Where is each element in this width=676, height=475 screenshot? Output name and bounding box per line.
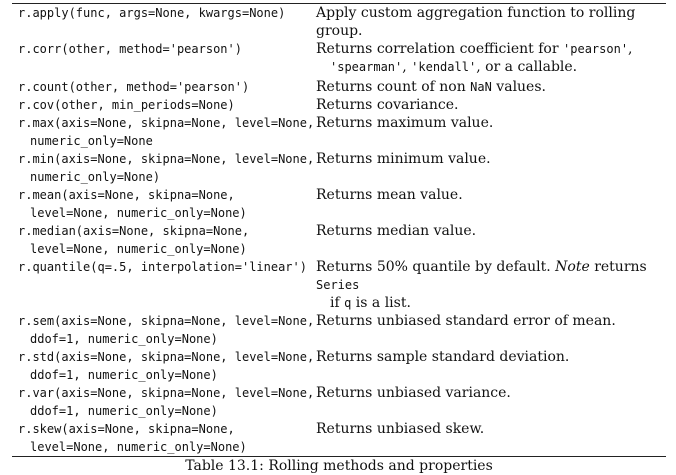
method-description: Returns unbiased skew. — [316, 420, 666, 456]
text-segment: values. — [491, 79, 546, 95]
signature-line: r.cov(other, min_periods=None) — [18, 98, 235, 112]
inline-code: 'spearman' — [330, 60, 403, 74]
table-row: r.skew(axis=None, skipna=None, level=None… — [12, 420, 666, 456]
method-signature: r.mean(axis=None, skipna=None, level=None… — [12, 186, 316, 222]
table-row: r.min(axis=None, skipna=None, level=None… — [12, 150, 666, 186]
table-row: r.apply(func, args=None, kwargs=None) App… — [12, 4, 666, 40]
method-description: Returns count of non NaN values. — [316, 78, 666, 96]
text-segment: , — [628, 41, 633, 57]
method-signature: r.min(axis=None, skipna=None, level=None… — [12, 150, 316, 186]
method-description: Returns mean value. — [316, 186, 666, 222]
signature-line: ddof=1, numeric_only=None) — [30, 368, 218, 382]
signature-line: ddof=1, numeric_only=None) — [30, 404, 218, 418]
text-segment: Returns correlation coefficient for — [316, 41, 564, 57]
signature-line: r.corr(other, method='pearson') — [18, 42, 242, 56]
text-segment: , — [402, 59, 412, 75]
inline-code: 'kendall' — [411, 60, 477, 74]
method-signature: r.apply(func, args=None, kwargs=None) — [12, 4, 316, 40]
description-line: Returns unbiased skew. — [316, 421, 485, 437]
table-body: r.apply(func, args=None, kwargs=None) App… — [12, 4, 666, 456]
method-description: Returns sample standard deviation. — [316, 348, 666, 384]
description-line: Returns 50% quantile by default. Note re… — [316, 258, 666, 294]
signature-line: r.max(axis=None, skipna=None, level=None… — [18, 116, 315, 130]
description-line: Returns unbiased variance. — [316, 385, 511, 401]
method-description: Returns median value. — [316, 222, 666, 258]
signature-line: r.apply(func, args=None, kwargs=None) — [18, 6, 286, 20]
inline-code: Series — [316, 278, 360, 292]
method-signature: r.corr(other, method='pearson') — [12, 40, 316, 76]
signature-line: r.std(axis=None, skipna=None, level=None… — [18, 350, 315, 364]
signature-line: r.mean(axis=None, skipna=None, — [18, 188, 235, 202]
table-row: r.corr(other, method='pearson') Returns c… — [12, 40, 666, 76]
description-line: Apply custom aggregation function to rol… — [316, 5, 636, 39]
method-description: Returns minimum value. — [316, 150, 666, 186]
description-line: Returns sample standard deviation. — [316, 349, 570, 365]
text-segment: returns — [589, 259, 647, 275]
table-row: r.median(axis=None, skipna=None, level=No… — [12, 222, 666, 258]
signature-line: r.skew(axis=None, skipna=None, — [18, 422, 235, 436]
table-row: r.std(axis=None, skipna=None, level=None… — [12, 348, 666, 384]
inline-code: q — [344, 296, 352, 310]
signature-line: level=None, numeric_only=None) — [30, 242, 247, 256]
description-line: Returns mean value. — [316, 187, 463, 203]
method-signature: r.cov(other, min_periods=None) — [12, 96, 316, 114]
description-line: 'spearman', 'kendall', or a callable. — [316, 58, 666, 76]
inline-code: NaN — [470, 80, 492, 94]
signature-line: r.min(axis=None, skipna=None, level=None… — [18, 152, 315, 166]
table-row: r.mean(axis=None, skipna=None, level=None… — [12, 186, 666, 222]
method-description: Returns unbiased standard error of mean. — [316, 312, 666, 348]
method-signature: r.std(axis=None, skipna=None, level=None… — [12, 348, 316, 384]
method-description: Returns correlation coefficient for 'pea… — [316, 40, 666, 76]
method-signature: r.sem(axis=None, skipna=None, level=None… — [12, 312, 316, 348]
description-line: Returns maximum value. — [316, 115, 494, 131]
method-signature: r.var(axis=None, skipna=None, level=None… — [12, 384, 316, 420]
method-signature: r.skew(axis=None, skipna=None, level=None… — [12, 420, 316, 456]
table-caption: Table 13.1: Rolling methods and properti… — [185, 458, 493, 474]
text-segment: , or a callable. — [476, 59, 578, 75]
methods-table: r.apply(func, args=None, kwargs=None) App… — [12, 0, 666, 475]
signature-line: level=None, numeric_only=None) — [30, 206, 247, 220]
method-description: Returns unbiased variance. — [316, 384, 666, 420]
method-signature: r.quantile(q=.5, interpolation='linear') — [12, 258, 316, 312]
signature-line: r.sem(axis=None, skipna=None, level=None… — [18, 314, 315, 328]
table-row: r.quantile(q=.5, interpolation='linear')… — [12, 258, 666, 312]
method-description: Apply custom aggregation function to rol… — [316, 4, 666, 40]
method-description: Returns covariance. — [316, 96, 666, 114]
text-segment: Returns 50% quantile by default. — [316, 259, 556, 275]
signature-line: r.count(other, method='pearson') — [18, 80, 250, 94]
description-line: Returns median value. — [316, 223, 477, 239]
description-line: Returns correlation coefficient for 'pea… — [316, 40, 666, 58]
method-signature: r.count(other, method='pearson') — [12, 78, 316, 96]
text-segment: if — [330, 295, 345, 311]
method-description: Returns 50% quantile by default. Note re… — [316, 258, 666, 312]
method-signature: r.max(axis=None, skipna=None, level=None… — [12, 114, 316, 150]
table-row: r.sem(axis=None, skipna=None, level=None… — [12, 312, 666, 348]
signature-line: r.quantile(q=.5, interpolation='linear') — [18, 260, 307, 274]
table-row: r.var(axis=None, skipna=None, level=None… — [12, 384, 666, 420]
inline-code: 'pearson' — [563, 42, 629, 56]
signature-line: level=None, numeric_only=None) — [30, 440, 247, 454]
description-line: Returns minimum value. — [316, 151, 491, 167]
description-line: Returns count of non NaN values. — [316, 78, 666, 96]
text-segment: Returns count of non — [316, 79, 471, 95]
signature-line: numeric_only=None — [30, 134, 153, 148]
table-top-rule — [12, 3, 666, 4]
table-row: r.max(axis=None, skipna=None, level=None… — [12, 114, 666, 150]
signature-line: r.median(axis=None, skipna=None, — [18, 224, 250, 238]
signature-line: numeric_only=None) — [30, 170, 161, 184]
table-row: r.cov(other, min_periods=None) Returns co… — [12, 96, 666, 114]
signature-line: r.var(axis=None, skipna=None, level=None… — [18, 386, 315, 400]
emphasis: Note — [555, 259, 590, 275]
signature-line: ddof=1, numeric_only=None) — [30, 332, 218, 346]
description-line: Returns unbiased standard error of mean. — [316, 313, 616, 329]
method-signature: r.median(axis=None, skipna=None, level=No… — [12, 222, 316, 258]
text-segment: is a list. — [351, 295, 411, 311]
description-line: Returns covariance. — [316, 97, 459, 113]
description-line: if q is a list. — [316, 294, 666, 312]
table-row: r.count(other, method='pearson') Returns … — [12, 78, 666, 96]
method-description: Returns maximum value. — [316, 114, 666, 150]
